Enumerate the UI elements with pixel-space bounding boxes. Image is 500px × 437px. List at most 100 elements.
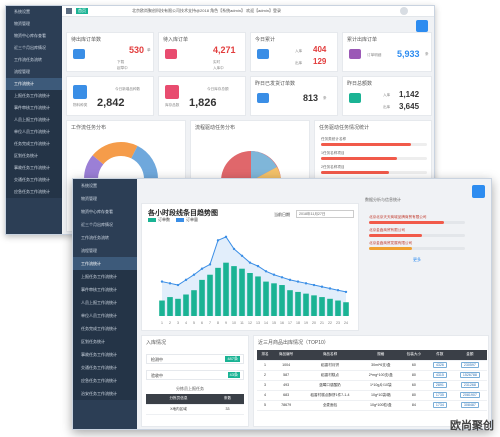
line-point[interactable] <box>328 287 332 290</box>
sidebar-item[interactable]: 区划任务统计 <box>73 335 137 348</box>
sidebar-item[interactable]: 工作流统计 <box>6 78 62 90</box>
sidebar-item[interactable]: 事件审核工作流统计 <box>73 283 137 296</box>
chat-icon[interactable] <box>416 20 428 32</box>
line-point[interactable] <box>192 273 196 276</box>
table-row[interactable]: 1 1004 稻香村月饼 30ml*6支/盒 60 4326 230597 <box>257 360 487 371</box>
more-link[interactable]: 更多 <box>413 257 421 262</box>
sidebar-item[interactable]: 人员上报工作流统计 <box>6 114 62 126</box>
sidebar-item[interactable]: 工作流任务流转 <box>81 235 109 240</box>
sidebar-item[interactable]: 任务完成工作流统计 <box>6 138 62 150</box>
sidebar-item[interactable]: 近三个月出库情况 <box>81 222 113 227</box>
sidebar-item[interactable]: 系统设置 <box>14 9 30 14</box>
bar[interactable] <box>311 295 317 316</box>
table-row[interactable]: 4 683 稻香村糕点酥饼1件7-1-4 10g*10袋/箱 80 1735 2081907 <box>257 390 487 401</box>
bar[interactable] <box>199 279 205 316</box>
line-point[interactable] <box>216 239 220 242</box>
sidebar-item[interactable]: 事件审核工作流统计 <box>6 102 62 114</box>
bar[interactable] <box>215 267 221 316</box>
bar[interactable] <box>319 297 325 316</box>
sidebar-item[interactable]: 上报任务工作流统计 <box>6 90 62 102</box>
sidebar-item[interactable]: 工作流任务流转 <box>14 57 42 62</box>
bar[interactable] <box>183 294 189 317</box>
sidebar-item[interactable]: 工作流统计 <box>73 257 137 270</box>
line-point[interactable] <box>200 267 204 270</box>
sidebar-item[interactable]: 事故任务工作流统计 <box>73 348 137 361</box>
bar[interactable] <box>279 285 285 316</box>
line-point[interactable] <box>208 263 212 266</box>
card-title: 物料种类 <box>73 103 88 107</box>
sidebar-item[interactable]: 物资管理 <box>81 196 97 201</box>
table-row[interactable]: 3 493 蓝莓口感酸奶 1*10g片/10袋 60 2891 231268 <box>257 380 487 391</box>
line-point[interactable] <box>288 278 292 282</box>
bar[interactable] <box>327 298 333 316</box>
bar[interactable] <box>231 266 237 316</box>
sidebar-item[interactable]: 物资管理 <box>14 21 30 26</box>
line-point[interactable] <box>240 254 244 257</box>
bar[interactable] <box>295 291 301 316</box>
line-point[interactable] <box>232 247 236 251</box>
line-point[interactable] <box>280 276 284 279</box>
sidebar-item[interactable]: 交通任务工作流统计 <box>6 174 62 186</box>
table-row[interactable]: X地内区域 33 <box>146 404 244 415</box>
line-point[interactable] <box>336 289 340 292</box>
sidebar-item[interactable]: 区划任务统计 <box>6 150 62 162</box>
line-point[interactable] <box>168 282 172 285</box>
avatar[interactable] <box>400 7 408 15</box>
sidebar-item[interactable]: 近三个月出库情况 <box>14 45 46 50</box>
bar[interactable] <box>167 297 173 316</box>
sidebar-item[interactable]: 上报任务工作流统计 <box>73 270 137 283</box>
bar[interactable] <box>191 290 197 316</box>
bar[interactable] <box>159 300 165 316</box>
line-point[interactable] <box>184 278 188 282</box>
bar[interactable] <box>287 290 293 316</box>
sidebar-item[interactable]: 流程管理 <box>14 69 30 74</box>
sidebar-item[interactable]: 物资中心库存查看 <box>14 33 46 38</box>
line-point[interactable] <box>304 282 308 285</box>
sidebar-item[interactable]: 系统设置 <box>81 183 97 188</box>
table-cell: 4 <box>257 390 273 401</box>
table-row[interactable]: 2 587 稻香村糕点 2*mg*100支/盒 80 4315 1526788 <box>257 370 487 381</box>
date-picker[interactable]: 2018年11月27日 <box>296 210 354 218</box>
table-cell: 30ml*6支/盒 <box>360 360 401 371</box>
chat-icon[interactable] <box>472 185 485 198</box>
bar[interactable] <box>343 302 349 316</box>
line-point[interactable] <box>256 264 260 268</box>
sidebar-item[interactable]: 治安任务工作流统计 <box>73 387 137 400</box>
sidebar-item[interactable]: 人员上报工作流统计 <box>73 296 137 309</box>
line-point[interactable] <box>248 261 252 264</box>
sidebar-item[interactable]: 物资中心库存查看 <box>81 209 113 214</box>
line-point[interactable] <box>272 273 276 276</box>
line-point[interactable] <box>296 280 300 283</box>
bar[interactable] <box>335 300 341 316</box>
bar[interactable] <box>263 281 269 316</box>
line-point[interactable] <box>264 270 268 273</box>
bar[interactable] <box>239 268 245 316</box>
sidebar-item[interactable]: 单位人员工作流统计 <box>73 309 137 322</box>
card-value: 3,645 <box>399 102 420 111</box>
bar[interactable] <box>223 262 229 316</box>
sidebar-item[interactable]: 交通任务工作流统计 <box>73 361 137 374</box>
bar[interactable] <box>303 293 309 316</box>
sidebar-item[interactable]: 事故任务工作流统计 <box>6 162 62 174</box>
line-point[interactable] <box>176 283 180 287</box>
bar[interactable] <box>175 298 181 316</box>
bar[interactable] <box>247 273 253 316</box>
sidebar-item[interactable]: 单位人员工作流统计 <box>6 126 62 138</box>
sidebar-item[interactable]: 流程管理 <box>81 248 97 253</box>
bar[interactable] <box>207 274 213 316</box>
card-title: 今日库存总额 <box>207 87 229 91</box>
line-point[interactable] <box>344 290 348 294</box>
sidebar-item[interactable]: 任务完成工作流统计 <box>73 322 137 335</box>
menu-toggle-icon[interactable] <box>66 8 72 14</box>
line-point[interactable] <box>224 235 228 239</box>
line-point[interactable] <box>160 280 164 283</box>
bar[interactable] <box>271 283 277 316</box>
sidebar-item[interactable]: 应急任务工作流统计 <box>73 374 137 387</box>
home-tag[interactable]: 首页 <box>76 8 88 14</box>
line-point[interactable] <box>320 285 324 288</box>
sidebar-item[interactable]: 应急任务工作流统计 <box>6 186 62 198</box>
line-point[interactable] <box>312 283 316 287</box>
bar[interactable] <box>255 276 261 316</box>
table-row[interactable]: 5 78679 全麦面包 10g*100粒/盒 84 1734 308487 <box>257 400 487 411</box>
